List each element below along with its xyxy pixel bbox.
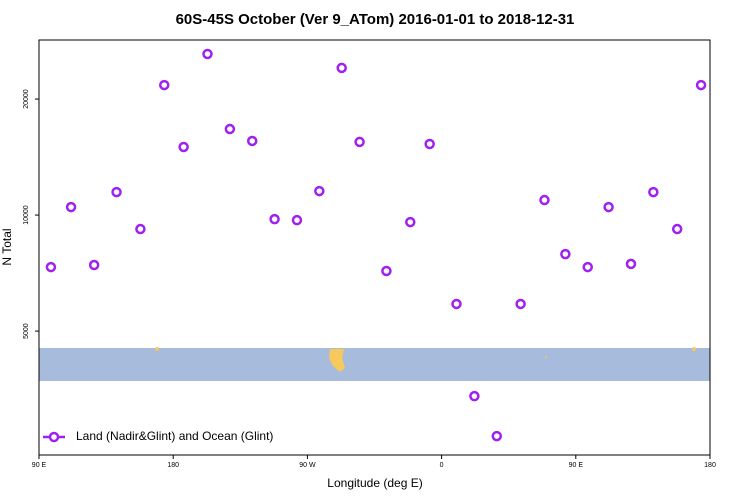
- y-tick-label: 10000: [23, 205, 30, 225]
- point: [515, 298, 526, 310]
- point: [178, 141, 189, 153]
- legend-marker: [48, 431, 60, 443]
- x-tick-label: 180: [704, 462, 716, 469]
- point: [65, 201, 77, 213]
- y-tick-label: 20000: [23, 89, 30, 109]
- x-tick-label: 0: [440, 462, 444, 469]
- land-shape: [329, 349, 345, 372]
- point: [603, 201, 614, 213]
- land-shape: [545, 356, 547, 358]
- point: [159, 79, 170, 91]
- x-tick-label: 90 W: [299, 462, 316, 469]
- point: [648, 186, 659, 198]
- point: [354, 136, 365, 148]
- legend-label: Land (Nadir&Glint) and Ocean (Glint): [76, 429, 273, 443]
- point: [336, 62, 347, 74]
- x-axis-label: Longitude (deg E): [327, 476, 422, 490]
- land-shape: [155, 347, 159, 351]
- point: [451, 298, 462, 310]
- point: [246, 135, 258, 147]
- point: [135, 223, 146, 235]
- plot-frame: [38, 39, 711, 456]
- point: [111, 186, 122, 198]
- point: [625, 258, 637, 270]
- point: [539, 194, 550, 206]
- point: [88, 259, 100, 271]
- point: [405, 216, 416, 228]
- point: [381, 265, 392, 277]
- point: [582, 261, 593, 273]
- x-tick-label: 90 E: [569, 462, 584, 469]
- y-axis-label: N Total: [0, 228, 14, 265]
- x-tick-label: 180: [167, 462, 179, 469]
- point: [45, 261, 57, 273]
- point: [695, 79, 707, 91]
- point: [202, 48, 213, 60]
- point: [269, 213, 280, 225]
- point: [560, 248, 571, 260]
- ocean-band: [39, 348, 710, 381]
- point: [291, 214, 303, 226]
- point: [671, 223, 683, 235]
- point: [424, 138, 435, 150]
- chart-title: 60S-45S October (Ver 9_ATom) 2016-01-01 …: [176, 11, 575, 28]
- y-tick-label: 5000: [23, 323, 30, 339]
- land-shape: [692, 347, 696, 351]
- point: [491, 430, 503, 442]
- point: [314, 185, 325, 197]
- point: [224, 123, 236, 135]
- map-band: [39, 347, 710, 381]
- point: [469, 390, 480, 402]
- x-tick-label: 90 E: [32, 462, 47, 469]
